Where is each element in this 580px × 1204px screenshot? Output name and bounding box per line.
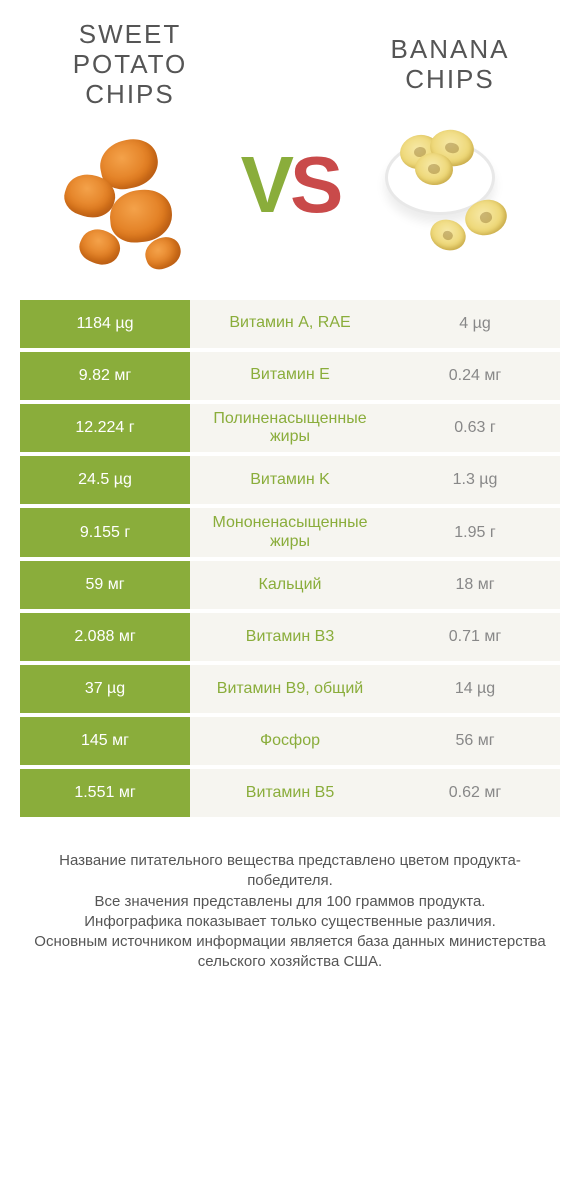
table-row: 2.088 мгВитамин B30.71 мг: [20, 613, 560, 661]
footer-line: Все значения представлены для 100 граммо…: [24, 892, 556, 912]
value-right: 0.24 мг: [390, 352, 560, 400]
table-row: 9.155 гМононенасыщенные жиры1.95 г: [20, 508, 560, 557]
nutrient-label: Полиненасыщенные жиры: [190, 404, 390, 453]
value-right: 1.95 г: [390, 508, 560, 557]
vs-s: S: [290, 140, 339, 229]
value-left: 1.551 мг: [20, 769, 190, 817]
nutrient-label: Кальций: [190, 561, 390, 609]
table-row: 12.224 гПолиненасыщенные жиры0.63 г: [20, 404, 560, 453]
product-right-title: Banana Chips: [350, 35, 550, 95]
nutrient-label: Витамин K: [190, 456, 390, 504]
value-left: 2.088 мг: [20, 613, 190, 661]
value-left: 145 мг: [20, 717, 190, 765]
value-right: 56 мг: [390, 717, 560, 765]
table-row: 9.82 мгВитамин E0.24 мг: [20, 352, 560, 400]
value-right: 18 мг: [390, 561, 560, 609]
nutrition-table: 1184 µgВитамин A, RAE4 µg9.82 мгВитамин …: [0, 290, 580, 818]
product-left-title: Sweet Potato Chips: [30, 20, 230, 110]
value-right: 0.62 мг: [390, 769, 560, 817]
nutrient-label: Витамин B9, общий: [190, 665, 390, 713]
value-left: 9.155 г: [20, 508, 190, 557]
value-right: 4 µg: [390, 300, 560, 348]
footer-notes: Название питательного вещества представл…: [0, 821, 580, 973]
banana-chips-icon: [370, 105, 530, 265]
footer-line: Инфографика показывает только существенн…: [24, 912, 556, 932]
value-left: 59 мг: [20, 561, 190, 609]
value-left: 24.5 µg: [20, 456, 190, 504]
footer-line: Основным источником информации является …: [24, 932, 556, 973]
comparison-header: Sweet Potato Chips VS Banana Chips: [0, 0, 580, 290]
nutrient-label: Мононенасыщенные жиры: [190, 508, 390, 557]
product-right: Banana Chips: [350, 35, 550, 265]
value-right: 0.63 г: [390, 404, 560, 453]
vs-v: V: [241, 140, 290, 229]
table-row: 1184 µgВитамин A, RAE4 µg: [20, 300, 560, 348]
value-left: 1184 µg: [20, 300, 190, 348]
table-row: 145 мгФосфор56 мг: [20, 717, 560, 765]
sweet-potato-chips-icon: [50, 120, 210, 280]
product-left: Sweet Potato Chips: [30, 20, 230, 280]
value-left: 12.224 г: [20, 404, 190, 453]
value-right: 1.3 µg: [390, 456, 560, 504]
nutrient-label: Витамин B3: [190, 613, 390, 661]
value-right: 14 µg: [390, 665, 560, 713]
vs-label: VS: [241, 145, 340, 225]
table-row: 37 µgВитамин B9, общий14 µg: [20, 665, 560, 713]
table-row: 1.551 мгВитамин B50.62 мг: [20, 769, 560, 817]
value-left: 9.82 мг: [20, 352, 190, 400]
nutrient-label: Витамин A, RAE: [190, 300, 390, 348]
table-row: 59 мгКальций18 мг: [20, 561, 560, 609]
nutrient-label: Витамин B5: [190, 769, 390, 817]
nutrient-label: Фосфор: [190, 717, 390, 765]
value-right: 0.71 мг: [390, 613, 560, 661]
table-row: 24.5 µgВитамин K1.3 µg: [20, 456, 560, 504]
nutrient-label: Витамин E: [190, 352, 390, 400]
value-left: 37 µg: [20, 665, 190, 713]
footer-line: Название питательного вещества представл…: [24, 851, 556, 892]
